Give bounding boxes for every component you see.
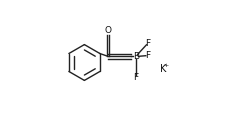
Text: +: + xyxy=(164,63,169,68)
Text: F: F xyxy=(145,39,151,48)
Text: B: B xyxy=(133,52,139,61)
Text: K: K xyxy=(160,64,166,74)
Text: O: O xyxy=(104,26,111,35)
Text: F: F xyxy=(145,51,151,60)
Text: F: F xyxy=(133,73,138,82)
